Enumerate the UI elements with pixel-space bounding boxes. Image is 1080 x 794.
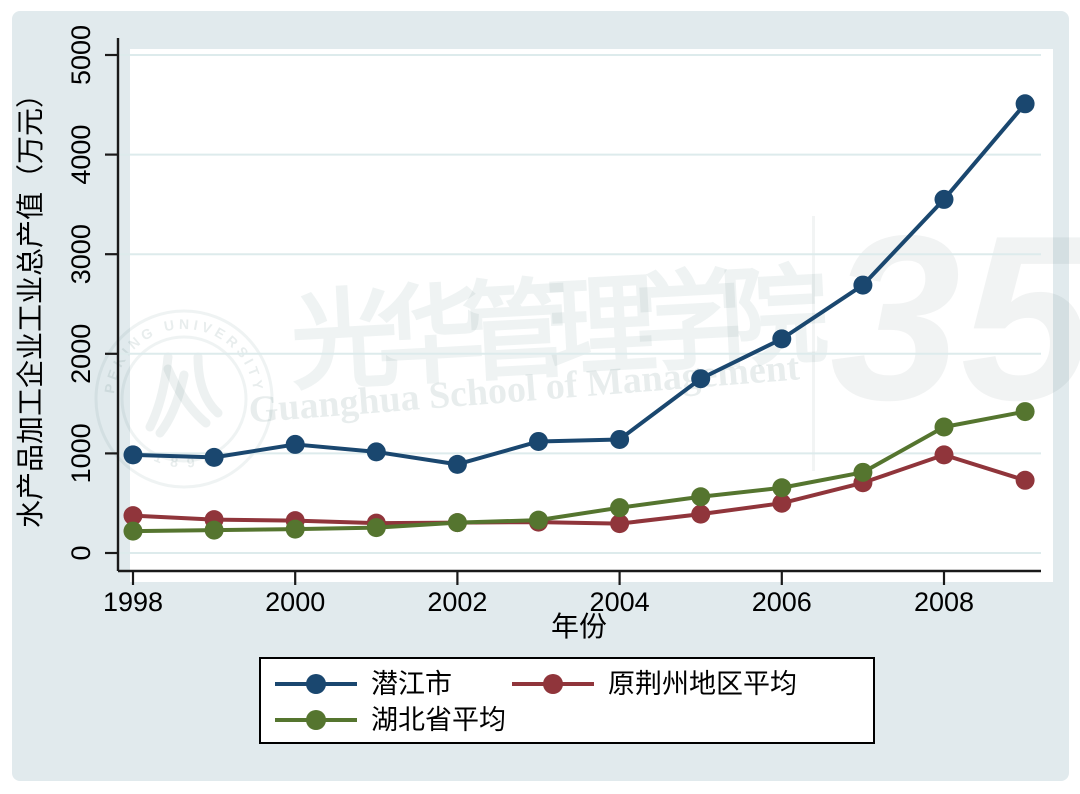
data-point-1-2006 <box>772 493 792 513</box>
legend-sample <box>512 674 594 694</box>
data-point-1-2005 <box>691 504 711 524</box>
y-tick-label-4000: 4000 <box>66 125 96 185</box>
series-line-1 <box>132 452 1026 526</box>
y-tick-label-2000: 2000 <box>66 324 96 384</box>
data-point-2-2006 <box>772 478 792 498</box>
x-tick-label-1998: 1998 <box>103 587 163 617</box>
x-tick-label-2004: 2004 <box>590 587 650 617</box>
legend-dot-icon <box>306 674 326 694</box>
legend-label: 潜江市 <box>371 669 452 699</box>
legend-sample <box>275 710 357 730</box>
data-point-2-2004 <box>610 498 630 518</box>
data-point-1-2009 <box>1015 470 1035 490</box>
legend-label: 湖北省平均 <box>371 705 506 735</box>
data-point-1-1998 <box>123 506 143 526</box>
y-tick-label-0: 0 <box>66 545 96 560</box>
x-tick-label-2000: 2000 <box>265 587 325 617</box>
data-point-0-2008 <box>934 189 954 209</box>
y-tick-label-3000: 3000 <box>66 224 96 284</box>
legend-item-jingzhou: 原荆州地区平均 <box>512 666 873 702</box>
data-point-1-2004 <box>610 514 630 534</box>
legend-sample <box>275 674 357 694</box>
data-point-0-1998 <box>123 445 143 465</box>
data-point-2-1999 <box>204 520 224 540</box>
x-tick-label-2006: 2006 <box>752 587 812 617</box>
data-point-0-1999 <box>204 447 224 467</box>
legend-box: 潜江市 原荆州地区平均 湖北省平均 <box>259 657 875 744</box>
legend-label: 原荆州地区平均 <box>608 669 797 699</box>
data-point-0-2006 <box>772 329 792 349</box>
data-point-0-2009 <box>1015 94 1035 114</box>
data-point-0-2002 <box>447 454 467 474</box>
data-point-0-2007 <box>853 275 873 295</box>
x-tick-label-2002: 2002 <box>427 587 487 617</box>
data-point-2-2007 <box>853 462 873 482</box>
data-point-2-2002 <box>447 513 467 533</box>
data-point-2-2009 <box>1015 402 1035 422</box>
figure-background: PEKING UNIVERSITY 1 8 9 8 光华管理学院 Guanghu… <box>12 11 1080 781</box>
data-point-0-2000 <box>285 434 305 454</box>
data-point-0-2004 <box>610 429 630 449</box>
series-line-2 <box>132 409 1026 534</box>
data-point-2-2001 <box>366 518 386 538</box>
plot-area <box>130 49 1053 582</box>
data-point-2-2000 <box>285 519 305 539</box>
y-tick-label-5000: 5000 <box>66 25 96 85</box>
data-point-2-1998 <box>123 521 143 541</box>
data-point-0-2005 <box>691 369 711 389</box>
x-axis-title: 年份 <box>551 611 607 642</box>
y-tick-label-1000: 1000 <box>66 423 96 483</box>
legend-item-qianjiang: 潜江市 <box>275 666 512 702</box>
series-line-0 <box>132 102 1027 467</box>
data-point-2-2008 <box>934 417 954 437</box>
legend-item-hubei: 湖北省平均 <box>275 702 512 738</box>
data-point-0-2001 <box>366 442 386 462</box>
x-tick-label-2008: 2008 <box>914 587 974 617</box>
y-axis-title: 水产品加工企业工业总产值（万元） <box>15 80 46 528</box>
data-point-2-2003 <box>529 510 548 530</box>
legend-dot-icon <box>543 674 563 694</box>
data-point-2-2005 <box>691 487 711 507</box>
data-point-0-2003 <box>529 431 548 451</box>
legend-dot-icon <box>306 710 326 730</box>
data-point-1-2008 <box>934 445 954 465</box>
